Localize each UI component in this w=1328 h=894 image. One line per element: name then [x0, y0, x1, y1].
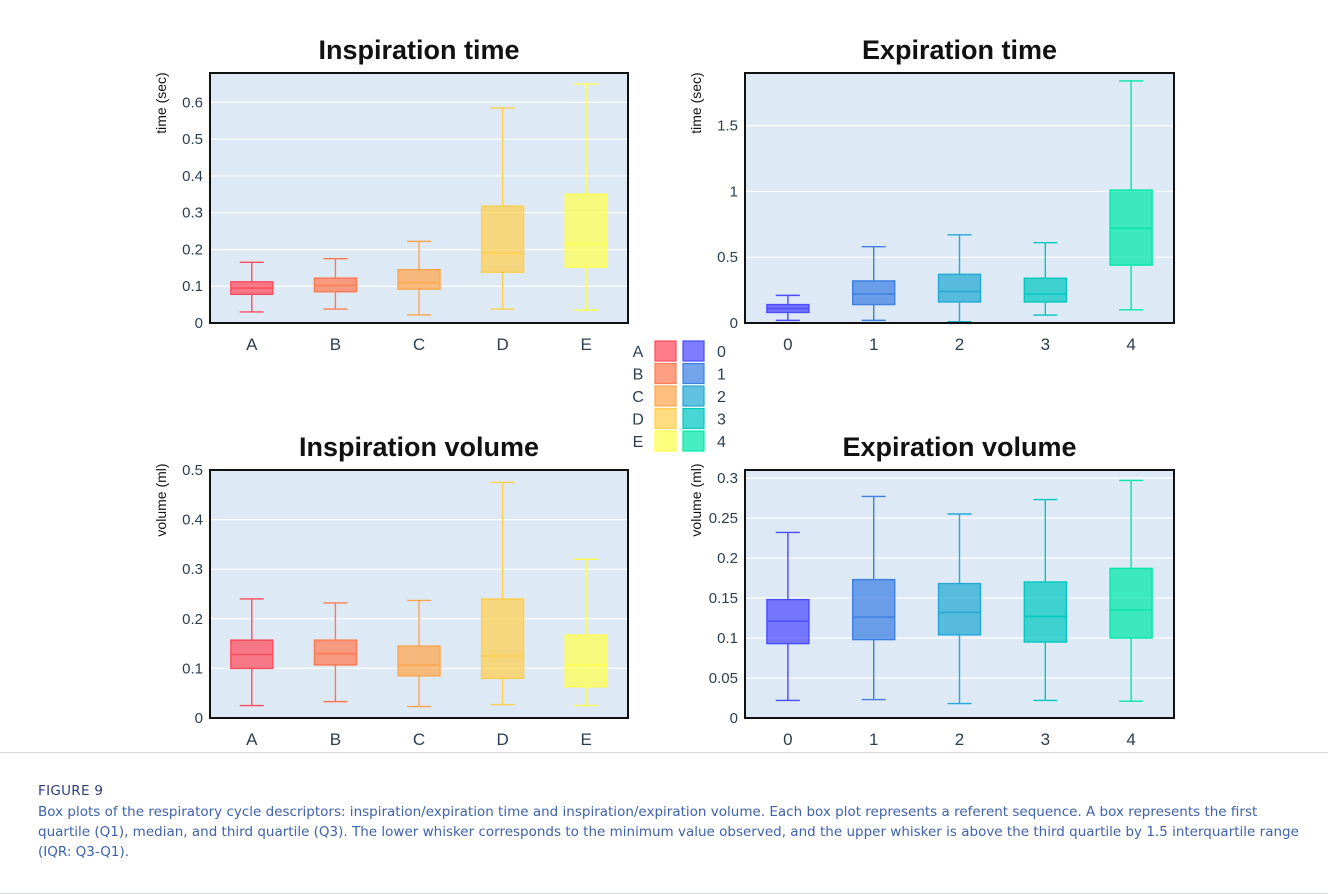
chart1-x-tick-label: A — [246, 335, 258, 354]
chart2-x-tick-label: 1 — [869, 335, 878, 354]
chart3-frame — [209, 469, 629, 719]
chart2-x-tick-label: 0 — [783, 335, 792, 354]
chart4-y-tick-label: 0.2 — [717, 550, 738, 567]
chart3-iqr-box — [313, 639, 358, 666]
figure-label: FIGURE 9 — [38, 783, 104, 799]
legend-label-0: 0 — [717, 344, 726, 361]
chart4-iqr-box — [1109, 567, 1153, 639]
legend-label-A: A — [633, 344, 644, 361]
chart2-y-tick-label: 0.5 — [717, 249, 738, 266]
chart3-x-tick-label: D — [496, 730, 508, 749]
chart4-y-tick-label: 0.3 — [717, 470, 738, 487]
chart1-y-tick-label: 0.5 — [182, 131, 203, 148]
legend-label-B: B — [633, 367, 644, 384]
chart4-x-tick-label: 1 — [869, 730, 878, 749]
chart1-title: Inspiration time — [318, 35, 519, 65]
chart1-y-tick-label: 0.4 — [182, 168, 203, 185]
legend-swatch-D — [654, 407, 677, 430]
chart4-title: Expiration volume — [842, 432, 1076, 462]
chart3-iqr-box — [480, 598, 525, 680]
top-divider — [0, 752, 1328, 753]
legend-swatch-4 — [682, 430, 705, 452]
chart3-x-tick-label: E — [581, 730, 592, 749]
chart2-iqr-box — [937, 273, 982, 303]
chart1-y-tick-label: 0.2 — [182, 241, 203, 258]
chart1-x-tick-label: B — [330, 335, 341, 354]
chart2-iqr-box — [852, 280, 896, 306]
legend-label-4: 4 — [717, 434, 726, 451]
chart3-x-tick-label: A — [246, 730, 258, 749]
legend-swatch-3 — [682, 407, 705, 430]
legend-swatch-2 — [682, 385, 705, 407]
chart4-x-tick-label: 2 — [955, 730, 964, 749]
chart1-iqr-box — [480, 205, 525, 273]
chart1-iqr-box — [397, 268, 441, 290]
legend-swatch-1 — [682, 362, 705, 385]
chart1-x-tick-label: D — [496, 335, 508, 354]
chart2-iqr-box — [1023, 277, 1068, 303]
chart4-y-tick-label: 0.1 — [717, 630, 738, 647]
chart2-x-tick-label: 3 — [1041, 335, 1050, 354]
legend-swatch-C — [654, 385, 677, 407]
chart4-frame — [744, 469, 1175, 719]
chart3-x-tick-label: C — [413, 730, 425, 749]
chart2-frame — [744, 72, 1175, 324]
chart1-x-tick-label: E — [581, 335, 592, 354]
chart4-iqr-box — [852, 578, 896, 641]
legend-swatch-0 — [682, 340, 705, 362]
chart1-iqr-box — [564, 193, 608, 268]
chart1-y-tick-label: 0 — [195, 315, 203, 332]
chart3-y-tick-label: 0.3 — [182, 561, 203, 578]
chart4-y-tick-label: 0.25 — [709, 510, 738, 527]
chart4-iqr-box — [1023, 581, 1068, 643]
chart2-title: Expiration time — [862, 35, 1057, 65]
chart4-y-tick-label: 0.05 — [709, 670, 738, 687]
chart2-y-tick-label: 1.5 — [717, 118, 738, 135]
legend-label-1: 1 — [717, 367, 726, 384]
chart4-y-axis-label: volume (ml) — [688, 463, 704, 536]
legend-label-C: C — [632, 389, 644, 406]
chart1-y-tick-label: 0.3 — [182, 205, 203, 222]
chart1-y-tick-label: 0.1 — [182, 278, 203, 295]
legend-swatch-A — [654, 340, 677, 362]
chart3-iqr-box — [564, 634, 608, 688]
chart4-y-tick-label: 0 — [730, 710, 738, 727]
legend-label-D: D — [632, 412, 644, 429]
chart3-title: Inspiration volume — [299, 432, 539, 462]
chart3-y-tick-label: 0.2 — [182, 611, 203, 628]
chart3-y-tick-label: 0.1 — [182, 660, 203, 677]
chart3-y-tick-label: 0.4 — [182, 512, 203, 529]
legend-label-E: E — [633, 434, 644, 451]
chart4-iqr-box — [937, 582, 982, 636]
legend-swatch-B — [654, 362, 677, 385]
chart1-y-axis-label: time (sec) — [153, 72, 169, 133]
chart4-y-tick-label: 0.15 — [709, 590, 738, 607]
chart3-y-axis-label: volume (ml) — [153, 463, 169, 536]
chart4-x-tick-label: 0 — [783, 730, 792, 749]
chart4-x-tick-label: 3 — [1041, 730, 1050, 749]
chart1-frame — [209, 72, 629, 324]
chart3-x-tick-label: B — [330, 730, 341, 749]
chart2-x-tick-label: 2 — [955, 335, 964, 354]
chart3-iqr-box — [397, 645, 441, 677]
legend-label-2: 2 — [717, 389, 726, 406]
chart2-x-tick-label: 4 — [1126, 335, 1135, 354]
chart3-y-tick-label: 0 — [195, 710, 203, 727]
chart2-y-axis-label: time (sec) — [688, 72, 704, 133]
chart4-x-tick-label: 4 — [1126, 730, 1135, 749]
chart1-y-tick-label: 0.6 — [182, 94, 203, 111]
chart1-x-tick-label: C — [413, 335, 425, 354]
figure-caption: FIGURE 9 Box plots of the respiratory cy… — [38, 783, 1308, 862]
figure-caption-text: Box plots of the respiratory cycle descr… — [38, 804, 1299, 860]
chart2-y-tick-label: 1 — [730, 183, 738, 200]
legend-label-3: 3 — [717, 412, 726, 429]
legend-swatch-E — [654, 430, 677, 452]
chart3-y-tick-label: 0.5 — [182, 462, 203, 479]
chart2-y-tick-label: 0 — [730, 315, 738, 332]
